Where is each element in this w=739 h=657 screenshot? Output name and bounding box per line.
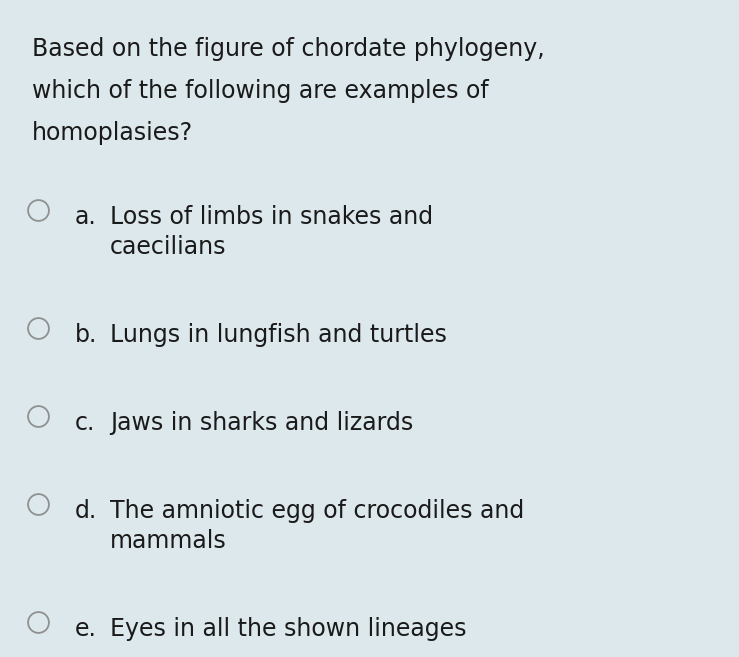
Text: caecilians: caecilians (110, 235, 226, 259)
Text: Based on the figure of chordate phylogeny,: Based on the figure of chordate phylogen… (32, 37, 545, 61)
Text: homoplasies?: homoplasies? (32, 121, 193, 145)
Text: d.: d. (75, 499, 98, 523)
Text: The amniotic egg of crocodiles and: The amniotic egg of crocodiles and (110, 499, 524, 523)
Text: a.: a. (75, 205, 97, 229)
Text: c.: c. (75, 411, 95, 435)
Text: Jaws in sharks and lizards: Jaws in sharks and lizards (110, 411, 413, 435)
Text: mammals: mammals (110, 529, 227, 553)
Text: Eyes in all the shown lineages: Eyes in all the shown lineages (110, 617, 466, 641)
Text: Loss of limbs in snakes and: Loss of limbs in snakes and (110, 205, 433, 229)
Text: b.: b. (75, 323, 98, 347)
Text: Lungs in lungfish and turtles: Lungs in lungfish and turtles (110, 323, 447, 347)
Text: which of the following are examples of: which of the following are examples of (32, 79, 488, 103)
Text: e.: e. (75, 617, 97, 641)
